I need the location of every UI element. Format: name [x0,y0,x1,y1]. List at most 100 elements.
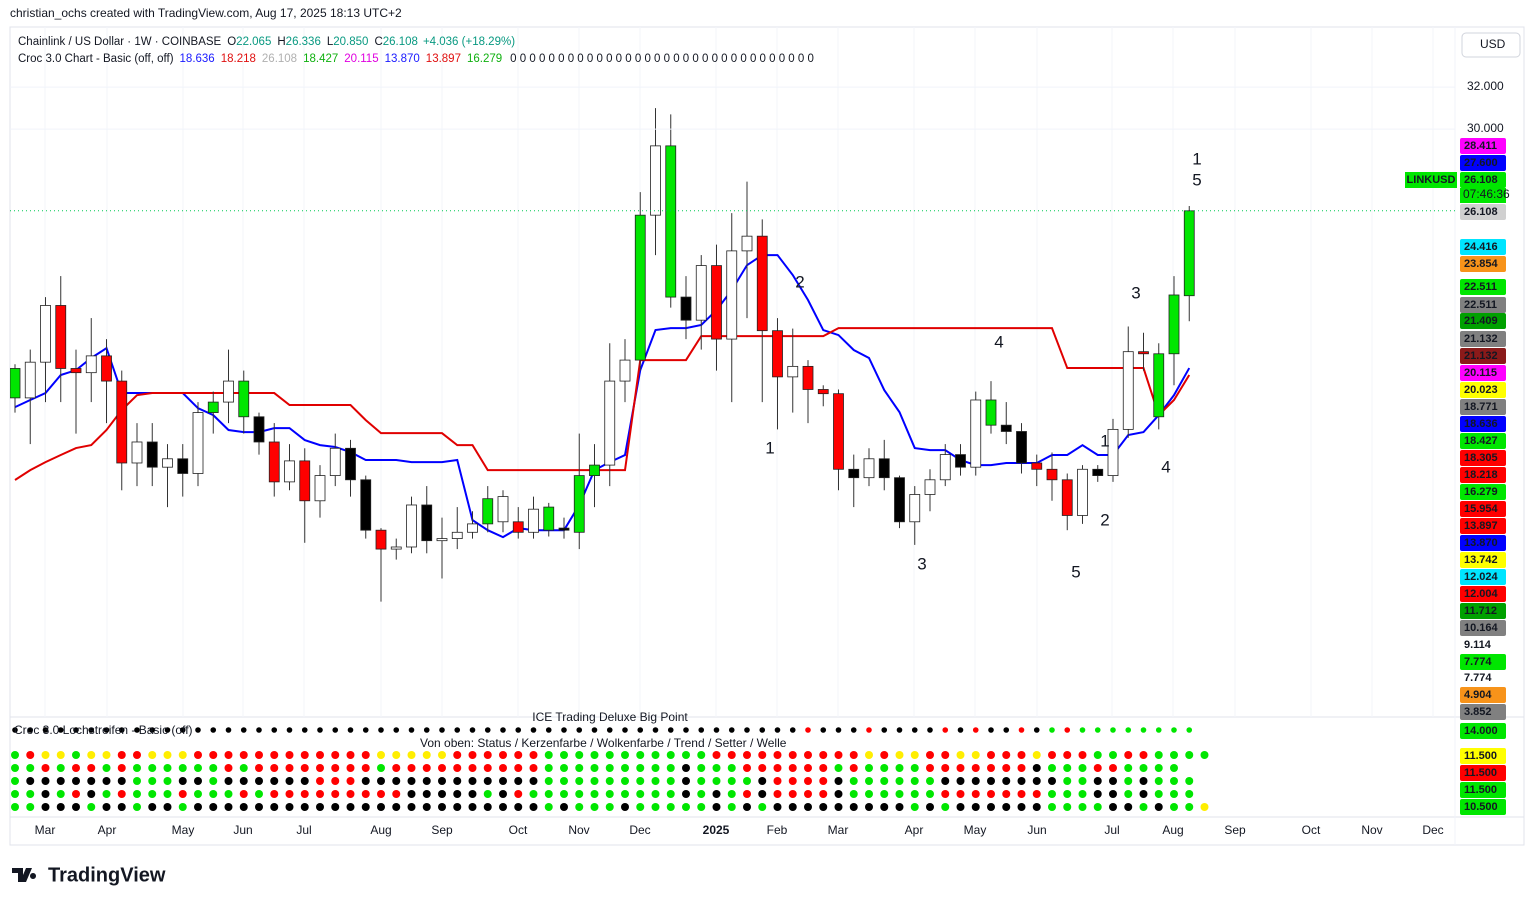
logo: TradingView [12,864,166,886]
status-dot [56,751,65,759]
candle-body [1107,428,1119,476]
status-dot [163,751,172,759]
price-label-box [1460,348,1506,364]
status-dot [712,803,721,811]
status-dot [361,790,370,798]
status-dot [72,803,80,811]
status-dot [895,751,904,759]
legend-key: H [277,36,285,48]
lower-pane-subtitle: ICE Trading Deluxe Big Point [532,710,688,724]
wave-label: 4 [1161,457,1170,476]
candle-body [375,529,387,550]
price-label-box [1460,382,1506,398]
status-dot [300,751,309,759]
status-dot [240,727,247,733]
status-dot [300,764,309,772]
status-dot [392,751,401,759]
indicator-line [14,254,1191,539]
chart-frame [9,26,1525,846]
status-dot [849,790,858,798]
status-dot [1048,803,1056,811]
status-dot [422,751,431,759]
candle-body [543,506,555,531]
status-dot [134,727,140,733]
status-dot [712,790,721,798]
status-dot [1048,764,1056,772]
status-dot [971,751,980,759]
y-tick-label: 30.000 [1467,121,1504,135]
status-dot [195,727,201,733]
status-dot [239,777,248,785]
price-label-box [1460,569,1506,585]
status-dot [407,764,416,772]
status-dot [1002,803,1011,811]
status-dot [1033,727,1040,733]
status-dot [103,727,110,733]
price-label: 21.132 [1464,350,1498,362]
status-dot [713,727,720,733]
wave-label: 1 [1192,149,1201,168]
status-dot [1063,803,1072,811]
status-dot [438,790,446,798]
status-dot [483,803,492,811]
price-label: 18.636 [1464,418,1498,430]
candle-body [573,475,585,533]
indicator-zeros: 0 0 0 0 0 0 0 0 0 0 0 0 0 0 0 0 0 0 0 0 … [510,53,814,65]
status-dot [941,790,950,798]
status-dot [469,727,476,733]
status-dot [285,751,294,759]
price-label-box [1460,765,1506,781]
status-dot [666,777,675,785]
status-dot [1109,764,1117,772]
status-dot [377,803,385,811]
status-dot [331,777,340,785]
status-dot [575,764,584,772]
status-dot [683,727,689,733]
status-dot [316,790,324,798]
status-dot [224,751,233,759]
candle-body [619,359,631,382]
status-dot [41,764,50,772]
status-dot [1064,727,1071,733]
status-dot [926,803,934,811]
status-dot [377,764,385,772]
status-dot [1063,751,1072,759]
status-dot [727,777,736,785]
status-dot [560,764,568,772]
price-label: 4.904 [1464,689,1492,701]
status-dot [1063,790,1072,798]
status-dot [849,803,858,811]
status-dot [544,764,553,772]
status-dot [438,764,446,772]
status-dot [1109,803,1117,811]
status-dot [133,751,141,759]
status-dot [224,777,233,785]
price-label-box [1460,433,1506,449]
currency-button[interactable] [1461,32,1521,58]
status-dot [468,790,477,798]
currency[interactable]: USD [1480,37,1506,51]
price-label: 7.774 [1464,672,1492,684]
candle-body [1138,351,1149,355]
status-dot [56,803,65,811]
price-label: 21.132 [1464,333,1498,345]
candle-body [985,399,997,426]
status-dot [422,790,431,798]
status-dot [667,727,674,733]
wave-label: 3 [1131,283,1140,302]
status-dot [11,777,19,785]
status-dot [468,777,477,785]
status-dot [910,751,919,759]
status-dot [529,777,538,785]
status-dot [926,751,934,759]
status-dot [789,727,796,733]
status-dot [880,751,889,759]
price-label: 26.108 [1464,174,1498,186]
status-dot [1185,751,1194,759]
status-dot [26,751,35,759]
status-dot [743,751,751,759]
price-label-box [1460,239,1506,255]
indicator-value: 20.115 [344,53,378,65]
status-dot [895,803,904,811]
status-dot [255,803,263,811]
